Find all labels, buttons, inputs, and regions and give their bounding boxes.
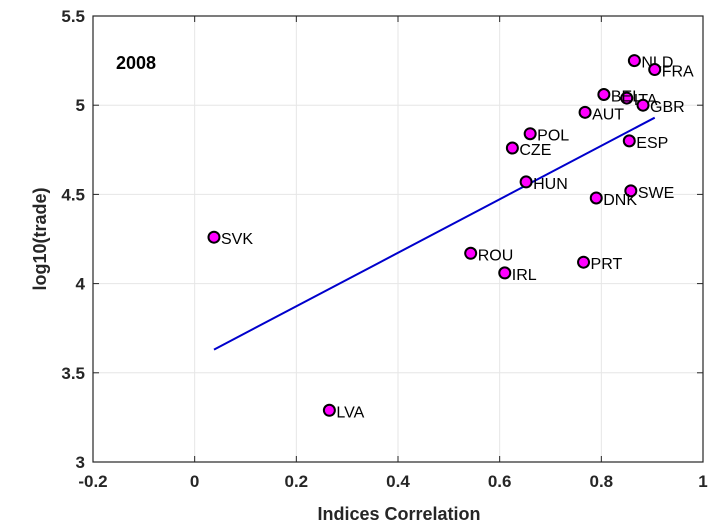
data-point xyxy=(505,141,519,155)
grid-layer xyxy=(93,16,703,462)
y-axis-label: log10(trade) xyxy=(30,187,50,290)
x-tick-label: 1 xyxy=(698,472,707,491)
x-tick-label: 0.2 xyxy=(285,472,309,491)
data-point xyxy=(627,54,641,68)
data-point-label: BEL xyxy=(611,88,641,105)
data-point xyxy=(464,246,478,260)
data-point-label: IRL xyxy=(512,267,537,284)
data-point xyxy=(207,230,221,244)
data-point-label: PRT xyxy=(591,256,623,273)
data-point-label: LVA xyxy=(336,404,364,421)
data-point-label: CZE xyxy=(519,142,551,159)
data-point-label: DNK xyxy=(603,192,637,209)
data-point xyxy=(624,184,638,198)
x-tick-label: 0.4 xyxy=(386,472,410,491)
data-point xyxy=(648,63,662,77)
y-tick-label: 4.5 xyxy=(61,185,85,204)
data-point-label: SVK xyxy=(221,231,253,248)
data-point-label: FRA xyxy=(662,64,694,81)
x-axis-label: Indices Correlation xyxy=(317,504,480,524)
data-point xyxy=(498,266,512,280)
y-tick-label: 4 xyxy=(76,275,86,294)
year-annotation: 2008 xyxy=(116,53,156,73)
y-tick-label: 5.5 xyxy=(61,7,85,26)
y-tick-label: 3 xyxy=(76,453,85,472)
x-tick-label: 0.8 xyxy=(590,472,614,491)
data-point-label: HUN xyxy=(533,176,568,193)
y-tick-label: 3.5 xyxy=(61,364,85,383)
fit-line-layer xyxy=(213,116,656,351)
y-tick-label: 5 xyxy=(76,96,85,115)
data-point xyxy=(622,134,636,148)
data-point xyxy=(578,105,592,119)
x-tick-label: 0 xyxy=(190,472,199,491)
points-layer: NLDFRAITABELGBRAUTPOLESPCZEHUNSWEDNKSVKR… xyxy=(207,54,694,421)
data-point xyxy=(597,87,611,101)
data-point-label: SWE xyxy=(638,185,674,202)
data-point xyxy=(519,175,533,189)
data-point xyxy=(322,403,336,417)
data-point xyxy=(620,91,634,105)
data-point xyxy=(577,255,591,269)
data-point-label: GBR xyxy=(650,99,685,116)
axes-layer: -0.2 0 0.2 0.4 0.6 0.8 1 3 3.5 4 4.5 5 5.5 xyxy=(61,7,707,491)
data-point-label: ROU xyxy=(478,247,514,264)
x-tick-label: 0.6 xyxy=(488,472,512,491)
data-point-label: ESP xyxy=(636,135,668,152)
data-point-label: AUT xyxy=(592,106,624,123)
data-point xyxy=(523,127,537,141)
data-point xyxy=(589,191,603,205)
regression-line xyxy=(213,116,656,351)
x-tick-label: -0.2 xyxy=(78,472,107,491)
data-point xyxy=(636,98,650,112)
data-point-label: POL xyxy=(537,128,569,145)
